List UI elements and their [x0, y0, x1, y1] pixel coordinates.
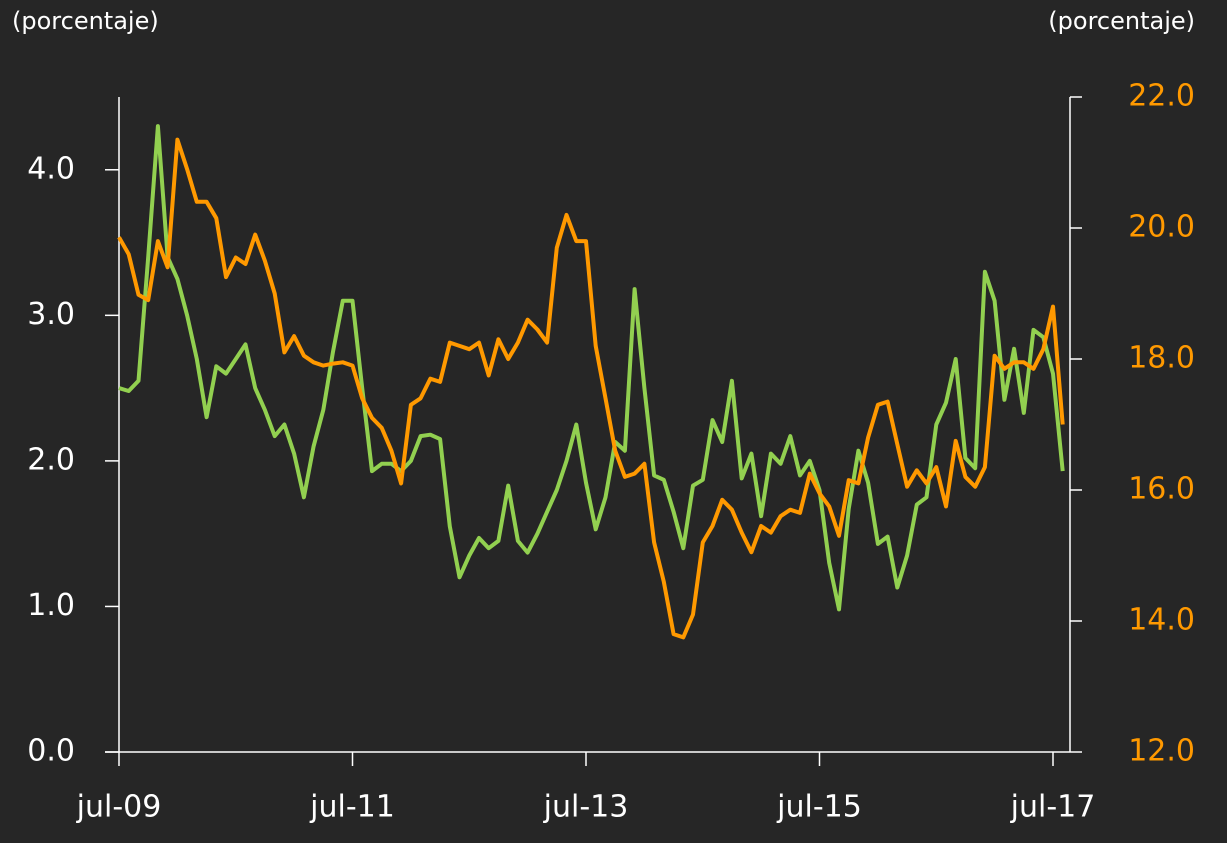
x-tick-label: jul-09: [76, 790, 162, 825]
series-line: [118, 124, 1065, 612]
y2-tick-label: 16.0: [1128, 472, 1195, 507]
y-tick-label: 3.0: [27, 297, 75, 332]
y2-axis-label: (porcentaje): [1048, 7, 1195, 35]
x-tick-label: jul-15: [776, 790, 862, 825]
y2-tick-label: 14.0: [1128, 603, 1195, 638]
series-line: [117, 137, 1065, 640]
y-tick-label: 4.0: [27, 151, 75, 186]
x-tick-label: jul-11: [309, 790, 395, 825]
y2-tick-label: 22.0: [1128, 79, 1195, 114]
x-tick-label: jul-17: [1010, 790, 1096, 825]
y-tick-label: 0.0: [27, 734, 75, 769]
x-tick-label: jul-13: [543, 790, 629, 825]
y-tick-label: 1.0: [27, 588, 75, 623]
y-tick-label: 2.0: [27, 442, 75, 477]
y2-tick-label: 20.0: [1128, 210, 1195, 245]
y-axis-label: (porcentaje): [12, 7, 159, 35]
y2-tick-label: 12.0: [1128, 734, 1195, 769]
y2-tick-label: 18.0: [1128, 341, 1195, 376]
